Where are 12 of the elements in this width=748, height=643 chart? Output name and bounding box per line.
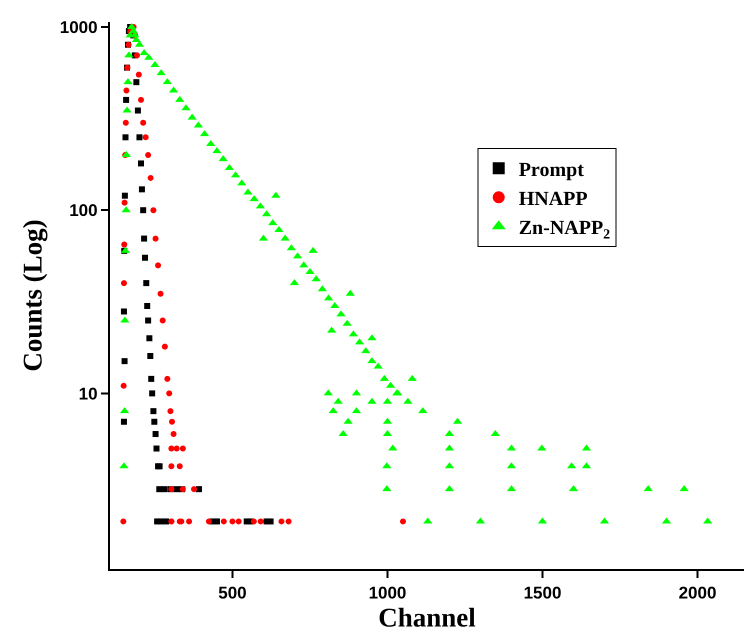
y-axis-title: Counts (Log) — [17, 219, 48, 372]
legend-label: Prompt — [518, 159, 584, 182]
legend-label: Zn-NAPP$_{2}$ — [518, 217, 610, 242]
legend-label: HNAPP — [518, 188, 588, 210]
x-axis-title: Channel — [378, 602, 476, 632]
y-tick-label: 10 — [78, 384, 98, 404]
x-tick-label: 1500 — [524, 583, 562, 602]
x-tick-label: 2000 — [678, 583, 716, 602]
x-tick-label: 1000 — [368, 583, 406, 602]
x-tick-label: 500 — [218, 583, 247, 602]
y-tick-label: 100 — [69, 201, 98, 220]
y-tick-label: 1000 — [60, 18, 98, 37]
